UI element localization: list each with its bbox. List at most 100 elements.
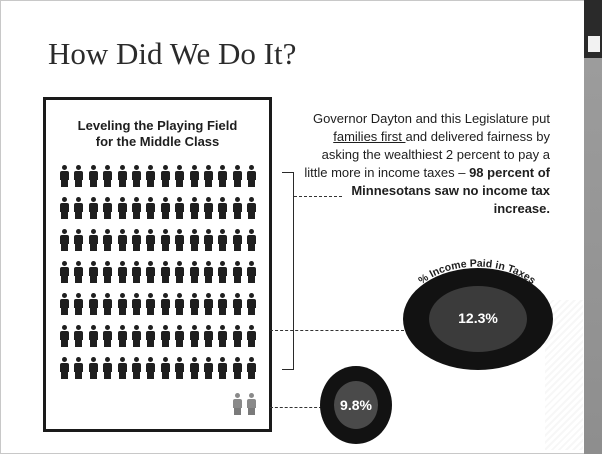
person-legs — [161, 372, 169, 379]
person-head — [177, 197, 183, 202]
person-icon — [160, 197, 170, 219]
families-first-text: families first — [333, 129, 406, 144]
person-torso — [160, 235, 170, 244]
person-torso — [247, 299, 257, 308]
person-torso — [247, 171, 257, 180]
person-head — [105, 357, 111, 362]
person-torso — [74, 203, 84, 212]
person-torso — [175, 171, 185, 180]
person-legs — [89, 244, 97, 251]
person-head — [62, 165, 67, 170]
person-head — [249, 357, 255, 362]
person-torso — [117, 235, 127, 244]
person-torso — [247, 363, 257, 372]
person-legs — [176, 276, 184, 283]
person-icon — [60, 197, 69, 219]
person-icon — [60, 357, 69, 379]
person-icon — [117, 293, 127, 315]
person-icon — [146, 325, 156, 347]
person-legs — [190, 244, 198, 251]
person-torso — [175, 203, 185, 212]
person-icon — [232, 165, 242, 187]
person-icon — [60, 261, 69, 283]
person-torso — [103, 331, 113, 340]
person-head — [220, 357, 226, 362]
person-head — [191, 229, 197, 234]
person-torso — [117, 171, 127, 180]
person-legs — [89, 180, 97, 187]
person-icon — [189, 261, 199, 283]
person-legs — [248, 372, 256, 379]
person-torso — [232, 235, 242, 244]
person-legs — [248, 212, 256, 219]
person-icon — [218, 293, 228, 315]
person-icon — [218, 229, 228, 251]
person-legs — [61, 244, 68, 251]
person-icon — [117, 165, 127, 187]
person-head — [177, 165, 183, 170]
person-icon — [189, 197, 199, 219]
person-head — [162, 261, 168, 266]
person-head — [119, 229, 125, 234]
person-legs — [176, 180, 184, 187]
person-icon — [204, 293, 213, 315]
person-torso — [103, 171, 113, 180]
person-legs — [133, 180, 140, 187]
person-head — [90, 165, 96, 170]
person-legs — [133, 308, 140, 315]
person-head — [76, 261, 82, 266]
person-torso — [60, 171, 69, 180]
person-torso — [232, 363, 242, 372]
person-icon — [103, 261, 113, 283]
person-icon — [88, 261, 98, 283]
person-head — [206, 229, 211, 234]
person-legs — [219, 212, 227, 219]
person-head — [76, 325, 82, 330]
person-legs — [61, 308, 68, 315]
person-torso — [74, 267, 84, 276]
person-head — [220, 325, 226, 330]
person-icon — [132, 197, 141, 219]
person-icon — [160, 325, 170, 347]
person-head — [62, 261, 67, 266]
person-icon — [60, 293, 69, 315]
person-legs — [190, 308, 198, 315]
person-head — [90, 325, 96, 330]
person-head — [249, 165, 255, 170]
person-legs — [205, 180, 212, 187]
person-icon — [175, 197, 185, 219]
person-legs — [147, 372, 155, 379]
person-legs — [248, 244, 256, 251]
person-icon — [117, 197, 127, 219]
person-head — [119, 357, 125, 362]
person-icon — [204, 197, 213, 219]
person-legs — [104, 372, 112, 379]
person-head — [90, 357, 96, 362]
person-legs — [118, 372, 126, 379]
person-legs — [190, 340, 198, 347]
top-earner-person-icon — [247, 393, 257, 415]
person-legs — [61, 180, 68, 187]
person-head — [119, 325, 125, 330]
person-legs — [219, 180, 227, 187]
person-torso — [117, 267, 127, 276]
person-torso — [204, 203, 213, 212]
person-torso — [204, 299, 213, 308]
person-icon — [175, 229, 185, 251]
person-icon — [189, 293, 199, 315]
person-legs — [75, 372, 83, 379]
person-torso — [74, 363, 84, 372]
heading-line-2: for the Middle Class — [95, 134, 220, 149]
person-head — [105, 293, 111, 298]
person-icon — [247, 261, 257, 283]
person-icon — [60, 325, 69, 347]
person-head — [220, 293, 226, 298]
person-head — [249, 393, 255, 398]
person-icon — [74, 261, 84, 283]
person-torso — [132, 331, 141, 340]
person-torso — [146, 363, 156, 372]
person-icon — [189, 165, 199, 187]
person-head — [119, 197, 125, 202]
person-icon — [146, 229, 156, 251]
person-legs — [133, 372, 140, 379]
